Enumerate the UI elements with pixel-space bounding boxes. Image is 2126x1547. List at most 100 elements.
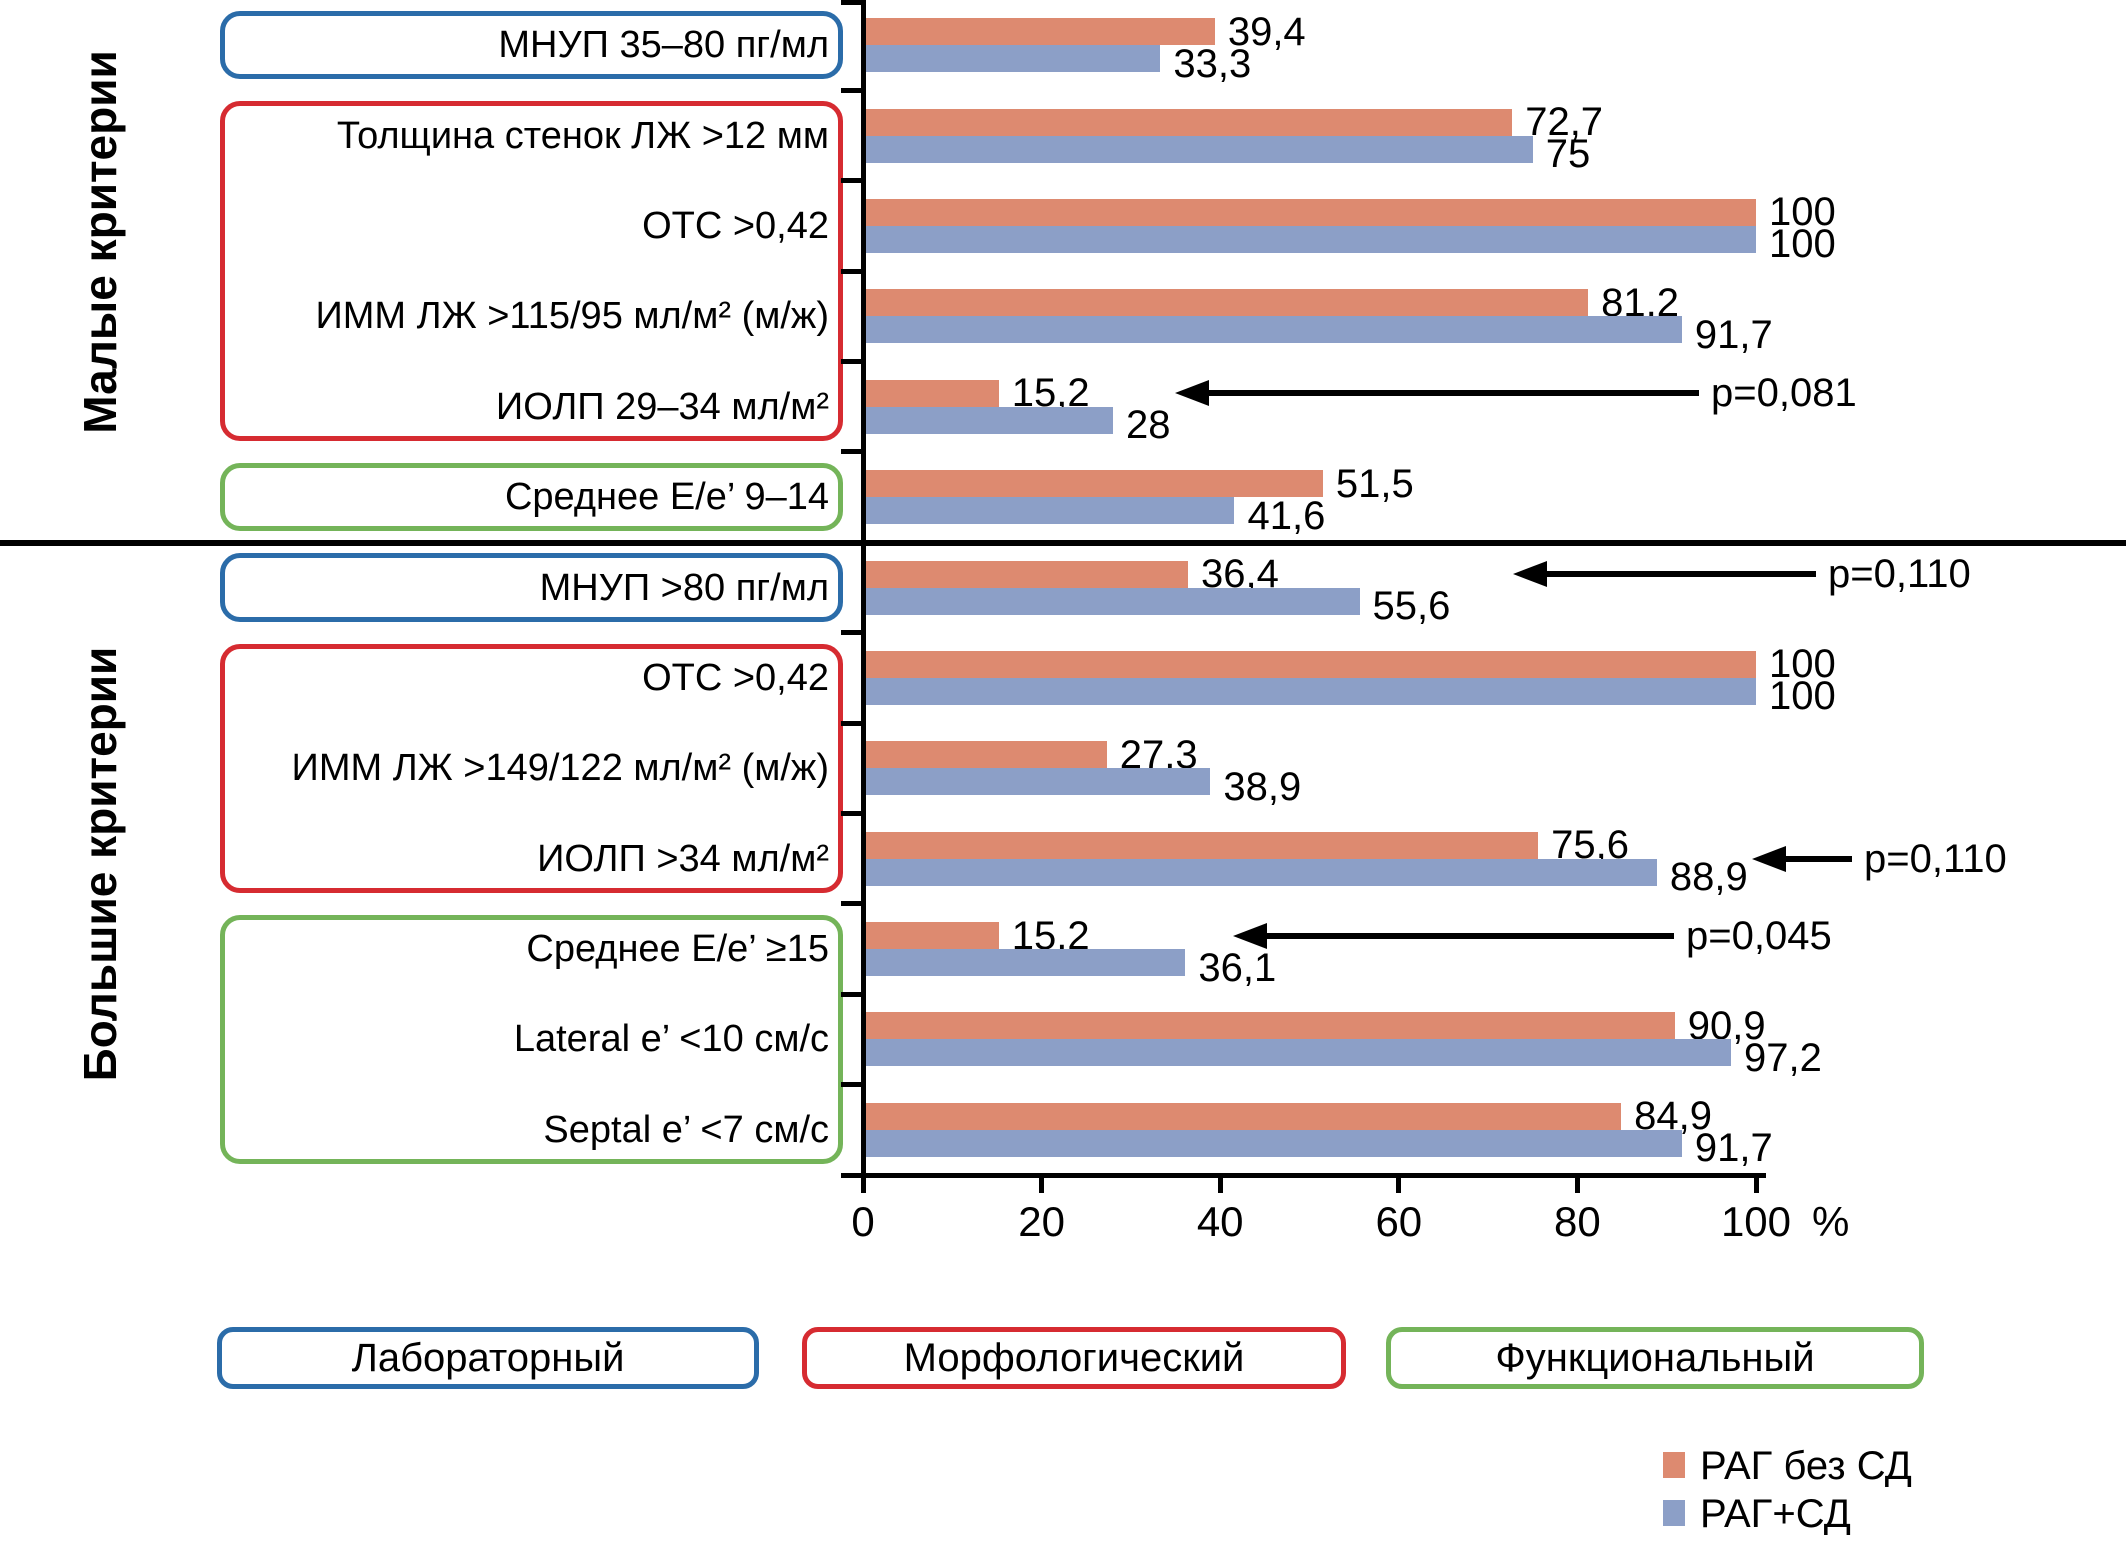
criteria-box-blue (220, 11, 843, 80)
y-axis-tick (841, 449, 863, 455)
criteria-box-red (220, 101, 843, 441)
legend-swatch-rag-with-dm (1663, 1500, 1685, 1526)
p-arrow-head (1513, 561, 1547, 587)
legend-swatch-rag-without-dm (1663, 1452, 1685, 1478)
p-value-label: p=0,110 (1828, 552, 1971, 596)
bar-value-label: 33,3 (1173, 41, 1252, 86)
criteria-label: ОТС >0,42 (642, 656, 829, 699)
bar-value-label: 41,6 (1247, 493, 1326, 538)
bar-value-label: 36,1 (1198, 945, 1277, 990)
p-arrow-head (1175, 380, 1209, 407)
bar-rag-with-dm (863, 587, 1360, 615)
criteria-label: ИММ ЛЖ >149/122 мл/м² (м/ж) (291, 747, 829, 790)
bar-rag-without-dm (863, 1012, 1675, 1040)
criteria-label: ИММ ЛЖ >115/95 мл/м² (м/ж) (315, 295, 829, 338)
criteria-label: ИОЛП 29–34 мл/м² (495, 385, 829, 428)
bar-value-label: 100 (1769, 642, 1836, 687)
legend-label-rag-with-dm: РАГ+СД (1700, 1492, 1851, 1536)
y-axis-tick (841, 87, 863, 93)
y-axis-tick (841, 991, 863, 997)
p-arrow-line (1543, 571, 1816, 577)
criteria-label: ИОЛП >34 мл/м² (537, 837, 829, 880)
bar-rag-without-dm (863, 18, 1215, 46)
y-axis-tick (841, 1082, 863, 1088)
bar-rag-with-dm (863, 135, 1533, 163)
criteria-box-green (220, 914, 843, 1164)
p-value-label: p=0,045 (1686, 913, 1832, 958)
bar-rag-with-dm (863, 45, 1161, 73)
x-axis-unit: % (1812, 1198, 1850, 1245)
y-axis-tick (841, 0, 863, 5)
bar-rag-with-dm (863, 1039, 1731, 1067)
x-tick-label: 20 (1018, 1198, 1065, 1245)
bar-value-label: 39,4 (1227, 9, 1306, 54)
criteria-box-green (220, 462, 843, 532)
criteria-label: Среднее Е/е’ ≥15 (526, 928, 829, 971)
bar-rag-with-dm (863, 316, 1682, 344)
bar-rag-with-dm (863, 1129, 1682, 1157)
bar-rag-without-dm (863, 1102, 1622, 1130)
x-tick-label: 0 (851, 1198, 875, 1245)
y-axis-tick (841, 539, 863, 545)
bar-rag-without-dm (863, 470, 1323, 498)
criteria-box-red (220, 643, 843, 893)
bar-rag-with-dm (863, 949, 1186, 977)
y-axis-tick (841, 810, 863, 816)
category-box-morphological: Морфологический (802, 1327, 1346, 1389)
criteria-label: ОТС >0,42 (642, 204, 829, 247)
p-arrow-head (1752, 845, 1786, 872)
category-box-functional: Функциональный (1386, 1327, 1924, 1389)
bar-value-label: 38,9 (1223, 764, 1302, 809)
p-value-label: p=0,081 (1711, 371, 1857, 416)
bar-rag-with-dm (863, 225, 1756, 253)
x-axis-line (841, 1173, 1766, 1178)
y-axis-tick (841, 630, 863, 636)
x-axis-tick (1574, 1177, 1580, 1193)
bar-value-label: 88,9 (1669, 855, 1748, 900)
bar-value-label: 91,7 (1694, 312, 1773, 357)
p-value-label: p=0,110 (1864, 836, 2007, 881)
x-axis-tick (860, 1177, 866, 1193)
bar-value-label: 97,2 (1743, 1035, 1822, 1080)
y-axis-tick (841, 178, 863, 184)
x-tick-label: 100 (1720, 1198, 1792, 1245)
p-arrow-head (1233, 922, 1267, 949)
legend-label-rag-without-dm: РАГ без СД (1700, 1444, 1912, 1488)
bar-value-label: 75 (1545, 132, 1591, 177)
bar-value-label: 51,5 (1335, 461, 1414, 506)
bar-rag-with-dm (863, 406, 1114, 434)
bar-rag-without-dm (863, 198, 1756, 226)
category-box-laboratory: Лабораторный (217, 1327, 759, 1389)
criteria-label: МНУП 35–80 пг/мл (498, 24, 829, 67)
p-arrow-line (1263, 932, 1674, 939)
bar-rag-with-dm (863, 768, 1211, 796)
y-axis-tick (841, 268, 863, 274)
p-arrow-line (1782, 855, 1852, 862)
y-axis-tick (841, 359, 863, 365)
p-arrow-line (1205, 390, 1699, 397)
bar-rag-without-dm (863, 831, 1539, 859)
y-axis-line (861, 0, 866, 1190)
bar-rag-without-dm (863, 560, 1189, 588)
bar-value-label: 100 (1769, 674, 1836, 719)
bar-rag-with-dm (863, 858, 1657, 886)
bar-rag-with-dm (863, 497, 1235, 525)
x-tick-label: 40 (1196, 1198, 1244, 1245)
category-box-functional-label: Функциональный (1495, 1335, 1815, 1380)
bar-rag-with-dm (863, 677, 1756, 705)
bar-rag-without-dm (863, 289, 1589, 317)
criteria-label: МНУП >80 пг/мл (539, 566, 829, 609)
bar-rag-without-dm (863, 108, 1513, 136)
criteria-label: Septal e’ <7 см/с (543, 1108, 829, 1151)
bar-value-label: 55,6 (1372, 584, 1451, 628)
criteria-label: Среднее Е/е’ 9–14 (504, 476, 829, 519)
bar-rag-without-dm (863, 922, 999, 950)
criteria-box-blue (220, 553, 843, 622)
x-axis-tick (1753, 1177, 1759, 1193)
x-axis-tick (1396, 1177, 1402, 1193)
criteria-label: Толщина стенок ЛЖ >12 мм (336, 114, 829, 157)
section-divider-line (0, 540, 2126, 546)
category-box-laboratory-label: Лабораторный (351, 1335, 625, 1380)
